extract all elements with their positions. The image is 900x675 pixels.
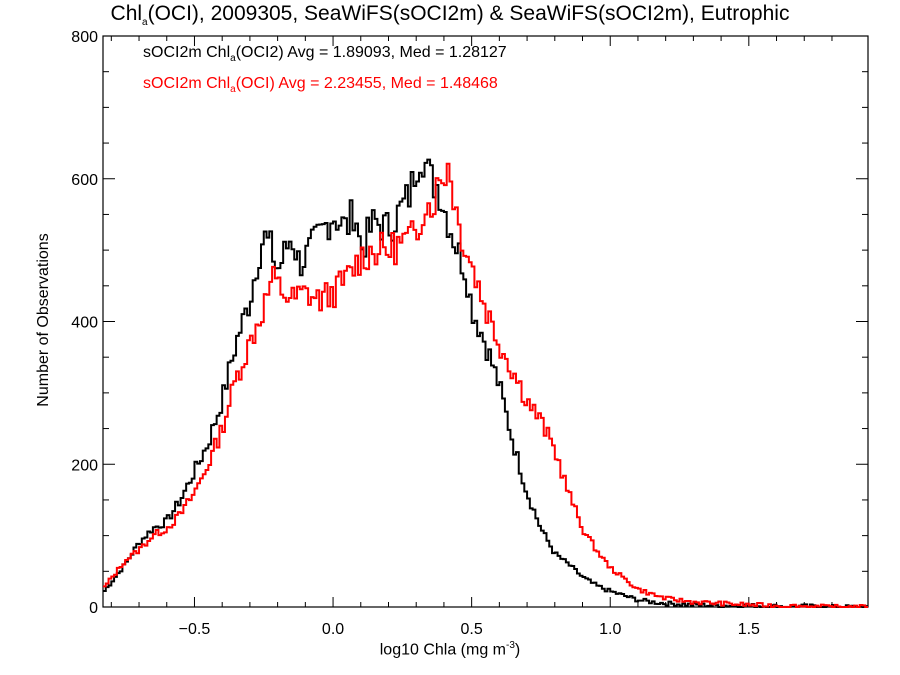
y-tick-label: 0 bbox=[89, 600, 98, 617]
series-oci-line bbox=[103, 162, 868, 608]
y-tick-label: 600 bbox=[71, 172, 98, 189]
x-tick-label: 0.0 bbox=[322, 621, 344, 638]
x-tick-label: 1.5 bbox=[738, 621, 760, 638]
y-axis-label: Number of Observations bbox=[35, 233, 52, 407]
y-tick-label: 800 bbox=[71, 29, 98, 46]
legend-entry-oci2: sOCI2m Chla(OCI2) Avg = 1.89093, Med = 1… bbox=[143, 44, 507, 65]
x-tick-label: 0.5 bbox=[461, 621, 483, 638]
y-tick-label: 200 bbox=[71, 457, 98, 474]
series-oci2-line bbox=[103, 158, 868, 608]
x-axis-label: log10 Chla (mg m-3) bbox=[379, 640, 521, 659]
y-tick-label: 400 bbox=[71, 315, 98, 332]
x-tick-label: −0.5 bbox=[179, 621, 211, 638]
legend-entry-oci: sOCI2m Chla(OCI) Avg = 2.23455, Med = 1.… bbox=[143, 75, 498, 96]
x-tick-label: 1.0 bbox=[599, 621, 621, 638]
data-series bbox=[103, 158, 868, 608]
chart-title: Chla(OCI), 2009305, SeaWiFS(sOCI2m) & Se… bbox=[110, 2, 790, 29]
axis-ticks: −0.5 0.0 0.5 1.0 1.5 0 200 400 600 800 bbox=[71, 29, 868, 638]
